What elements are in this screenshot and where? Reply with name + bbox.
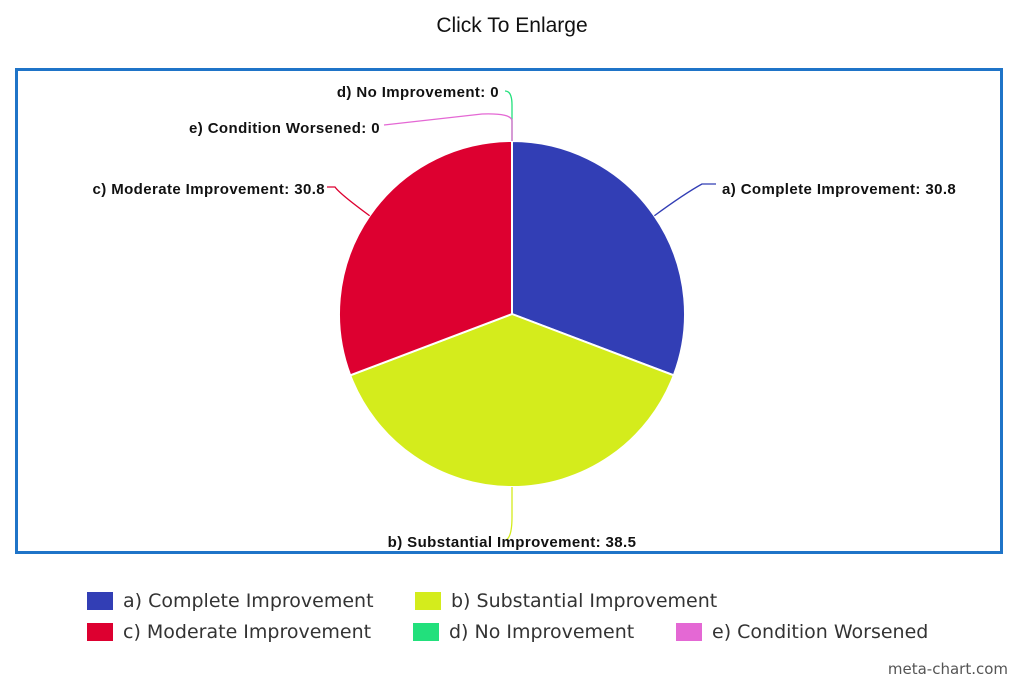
page-title: Click To Enlarge [436,14,588,37]
legend-item-e[interactable]: e) Condition Worsened [676,620,928,644]
legend-swatch-e [676,623,702,641]
pie-slice-b[interactable] [348,312,676,488]
legend-item-c[interactable]: c) Moderate Improvement [87,620,371,644]
legend-item-a[interactable]: a) Complete Improvement [87,589,374,613]
legend-item-b[interactable]: b) Substantial Improvement [415,589,717,613]
chart-frame[interactable] [15,68,1003,554]
leader-line-a [653,183,716,217]
data-label-a: a) Complete Improvement: 30.8 [722,181,956,198]
legend-label-a: a) Complete Improvement [123,590,374,612]
legend-label-c: c) Moderate Improvement [123,621,372,643]
legend-label-b: b) Substantial Improvement [451,590,718,612]
legend-swatch-b [415,592,441,610]
data-label-d: d) No Improvement: 0 [337,84,499,101]
pie-slice-a[interactable] [511,139,686,377]
pie-slices [338,139,686,488]
watermark[interactable]: meta-chart.com [887,660,1008,678]
pie-slice-c[interactable] [338,139,513,377]
legend-item-d[interactable]: d) No Improvement [413,620,634,644]
legend-label-d: d) No Improvement [449,621,635,643]
legend-label-e: e) Condition Worsened [712,621,929,643]
leader-line-d [504,90,513,141]
leader-line-b [505,487,513,541]
legend-swatch-d [413,623,439,641]
data-label-b: b) Substantial Improvement: 38.5 [388,534,637,551]
legend-swatch-c [87,623,113,641]
leader-line-c [327,186,371,217]
legend-swatch-a [87,592,113,610]
data-label-e: e) Condition Worsened: 0 [189,120,380,137]
data-label-c: c) Moderate Improvement: 30.8 [93,181,326,198]
leader-line-e [383,113,513,141]
